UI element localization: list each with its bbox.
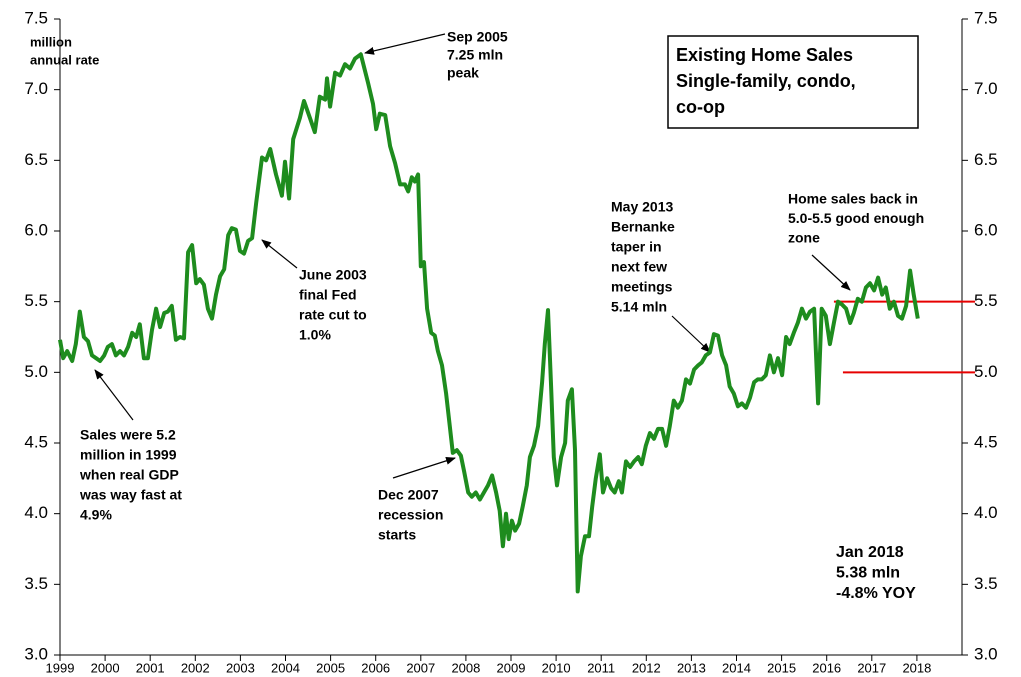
x-tick-label: 2012 bbox=[632, 660, 661, 675]
y2-tick-label: 7.5 bbox=[974, 8, 998, 27]
annotation: May 2013 bbox=[611, 199, 673, 215]
chart-title: co-op bbox=[676, 97, 725, 117]
annotation: million in 1999 bbox=[80, 447, 177, 463]
x-tick-label: 1999 bbox=[46, 660, 75, 675]
annotation: Sep 2005 bbox=[447, 29, 508, 45]
annotation: meetings bbox=[611, 279, 673, 295]
x-tick-label: 2017 bbox=[857, 660, 886, 675]
x-tick-label: 2000 bbox=[91, 660, 120, 675]
annotation: 5.0-5.5 good enough bbox=[788, 210, 924, 226]
annotation: final Fed bbox=[299, 287, 357, 303]
y2-tick-label: 4.0 bbox=[974, 503, 998, 522]
x-tick-label: 2015 bbox=[767, 660, 796, 675]
x-tick-label: 2014 bbox=[722, 660, 751, 675]
x-tick-label: 2016 bbox=[812, 660, 841, 675]
x-tick-label: 2009 bbox=[497, 660, 526, 675]
y2-tick-label: 4.5 bbox=[974, 432, 998, 451]
y-tick-label: 5.0 bbox=[24, 362, 48, 381]
y-tick-label: 7.0 bbox=[24, 79, 48, 98]
chart-title: Existing Home Sales bbox=[676, 45, 853, 65]
x-tick-label: 2010 bbox=[542, 660, 571, 675]
annotation: Home sales back in bbox=[788, 191, 918, 207]
arrow bbox=[94, 369, 134, 421]
arrow bbox=[671, 315, 711, 353]
y-tick-label: 5.5 bbox=[24, 291, 48, 310]
y2-tick-label: 6.5 bbox=[974, 150, 998, 169]
annotation: 5.14 mln bbox=[611, 299, 667, 315]
x-tick-label: 2018 bbox=[902, 660, 931, 675]
y-tick-label: 6.5 bbox=[24, 150, 48, 169]
x-tick-label: 2013 bbox=[677, 660, 706, 675]
y-tick-label: 3.0 bbox=[24, 644, 48, 663]
annotation: taper in bbox=[611, 239, 662, 255]
x-tick-label: 2002 bbox=[181, 660, 210, 675]
annotation: Jan 2018 bbox=[836, 544, 904, 561]
y2-tick-label: 3.0 bbox=[974, 644, 998, 663]
x-tick-label: 2007 bbox=[406, 660, 435, 675]
annotation: rate cut to bbox=[299, 307, 367, 323]
y2-tick-label: 3.5 bbox=[974, 574, 998, 593]
x-tick-label: 2006 bbox=[361, 660, 390, 675]
annotation: peak bbox=[447, 65, 479, 81]
data-line bbox=[58, 52, 920, 594]
arrow bbox=[261, 239, 298, 269]
annotation: 5.38 mln bbox=[836, 565, 900, 582]
chart-title: Single-family, condo, bbox=[676, 71, 856, 91]
x-tick-label: 2004 bbox=[271, 660, 300, 675]
arrow bbox=[364, 33, 446, 55]
annotation: June 2003 bbox=[299, 267, 367, 283]
y2-tick-label: 5.5 bbox=[974, 291, 998, 310]
y-axis-label: million bbox=[30, 34, 72, 49]
annotation: 7.25 mln bbox=[447, 47, 503, 63]
annotation-arrows bbox=[94, 33, 851, 479]
y-axis-label: annual rate bbox=[30, 52, 99, 67]
y-tick-label: 4.5 bbox=[24, 432, 48, 451]
arrow bbox=[811, 254, 851, 291]
y-tick-label: 6.0 bbox=[24, 220, 48, 239]
annotation: starts bbox=[378, 527, 416, 543]
x-tick-label: 2011 bbox=[587, 660, 615, 675]
x-tick-label: 2003 bbox=[226, 660, 255, 675]
x-tick-label: 2001 bbox=[136, 660, 165, 675]
y2-tick-label: 6.0 bbox=[974, 220, 998, 239]
annotation: 1.0% bbox=[299, 327, 331, 343]
annotation: Sales were 5.2 bbox=[80, 427, 176, 443]
annotation: Dec 2007 bbox=[378, 487, 439, 503]
annotation: 4.9% bbox=[80, 507, 112, 523]
y2-tick-label: 5.0 bbox=[974, 362, 998, 381]
title-box bbox=[667, 35, 919, 129]
annotation: was way fast at bbox=[79, 487, 182, 503]
annotation: recession bbox=[378, 507, 443, 523]
annotation: zone bbox=[788, 230, 820, 246]
y-tick-label: 7.5 bbox=[24, 8, 48, 27]
y2-tick-label: 7.0 bbox=[974, 79, 998, 98]
x-tick-label: 2005 bbox=[316, 660, 345, 675]
y-tick-label: 3.5 bbox=[24, 574, 48, 593]
y-tick-label: 4.0 bbox=[24, 503, 48, 522]
annotation: -4.8% YOY bbox=[836, 585, 916, 602]
x-tick-label: 2008 bbox=[451, 660, 480, 675]
annotation: next few bbox=[611, 259, 667, 275]
arrow bbox=[392, 456, 456, 479]
annotation: Bernanke bbox=[611, 219, 675, 235]
annotation: when real GDP bbox=[79, 467, 179, 483]
